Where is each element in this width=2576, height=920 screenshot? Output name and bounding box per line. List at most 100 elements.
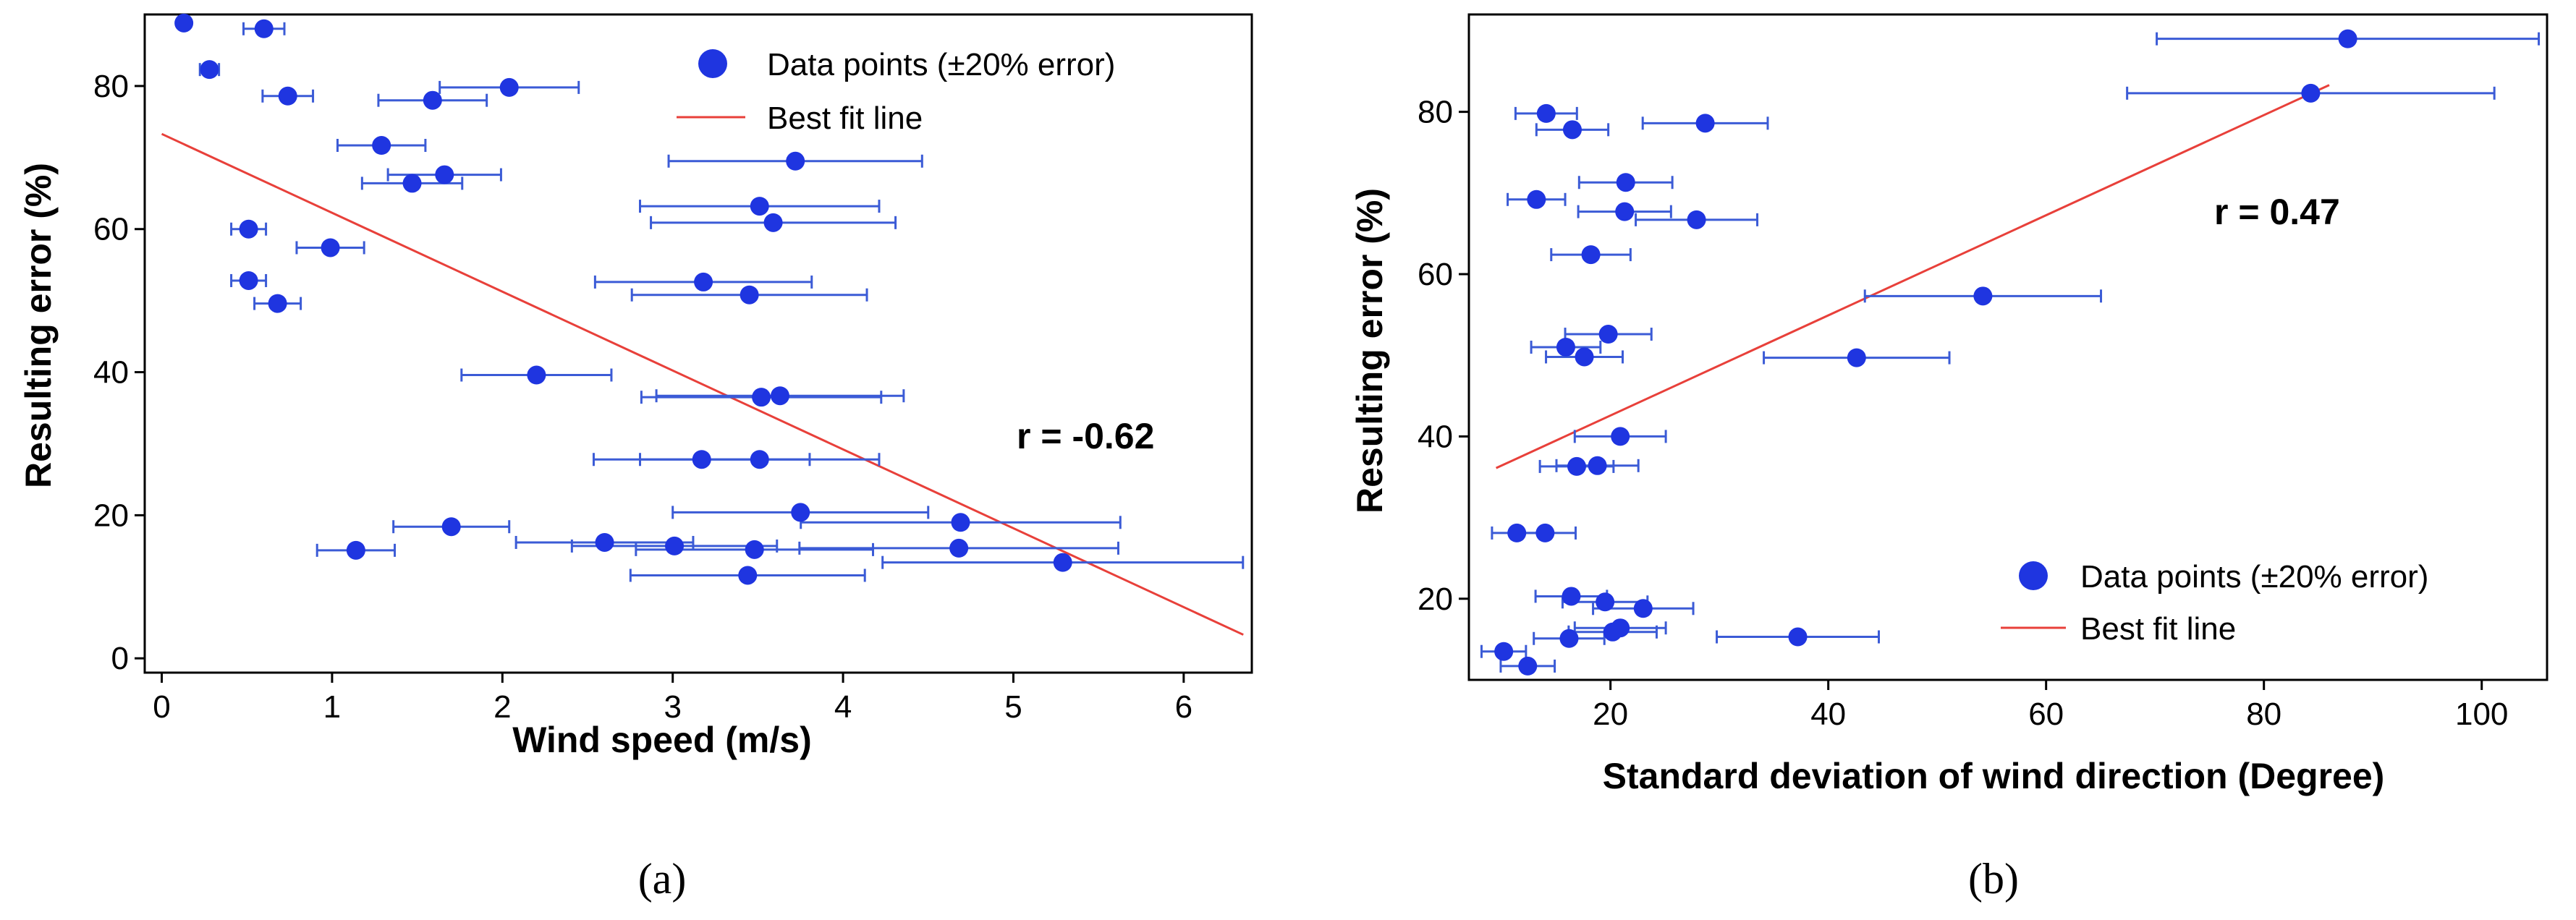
data-point [949,538,969,558]
data-point [254,19,274,38]
y-tick-label: 0 [111,641,129,676]
data-point [1527,189,1546,209]
data-point [665,536,685,555]
data-point [1588,456,1607,475]
data-point [1596,592,1615,612]
data-point [1567,456,1586,476]
data-point [1559,629,1579,648]
data-point [239,271,258,290]
legend-label-line-a: Best fit line [767,101,923,136]
data-point [1633,599,1653,618]
data-point [1616,173,1635,192]
y-tick-label: 60 [93,212,129,247]
data-point [745,540,764,559]
legend-marker-points-b [2019,561,2048,590]
x-axis-title-b: Standard deviation of wind direction (De… [1603,756,2385,796]
data-point [770,386,789,406]
chart-panel-a: 0 1 2 3 4 5 6 0 20 40 60 80 Wind speed (m/s) Resul… [18,13,1253,903]
data-point [499,77,519,97]
data-point [1611,427,1630,446]
data-point [1575,347,1594,367]
data-point [372,136,391,156]
x-axis-title-a: Wind speed (m/s) [512,720,811,760]
data-point [200,60,219,80]
data-point [595,532,614,552]
legend-label-line-b: Best fit line [2080,611,2236,647]
data-point [346,540,365,560]
data-point [402,174,422,193]
data-point [1556,338,1575,357]
data-point [2338,29,2357,48]
data-point [321,238,340,257]
data-point [278,86,297,106]
y-axis-title-a: Resulting error (%) [18,163,59,488]
best-fit-line [1495,84,2330,469]
scatter-chart-a: 0 1 2 3 4 5 6 0 20 40 60 80 Wind speed (m/s) Resul… [18,13,1253,903]
data-point [1562,120,1582,140]
data-point [694,272,713,291]
data-point [435,165,454,184]
x-tick-label: 5 [1004,689,1022,725]
x-tick-label: 60 [2028,697,2064,732]
legend-a: Data points (±20% error) Best fit line [677,47,1115,136]
plot-frame-b [1467,13,2549,681]
x-tick-label: 0 [153,689,170,725]
x-tick-label: 40 [1810,697,1846,732]
data-point [1053,553,1072,572]
data-point [1695,114,1715,133]
data-point [1562,587,1581,606]
data-point [692,450,711,469]
data-point [1973,286,1993,306]
data-point [752,388,771,407]
data-point [951,513,970,532]
x-tick-label: 80 [2246,697,2281,732]
data-point [1687,210,1706,229]
x-tick-label: 4 [834,689,852,725]
data-point [750,197,769,216]
y-tick-label: 60 [1418,257,1453,292]
data-point [1598,325,1618,344]
y-tick-label: 20 [93,498,129,533]
data-point [1847,348,1866,367]
data-point [791,503,810,522]
data-point [1615,202,1635,221]
data-point [441,517,461,537]
data-point [174,13,194,33]
y-tick-label: 80 [93,69,129,104]
legend-label-points-a: Data points (±20% error) [767,47,1115,82]
y-tick-label: 40 [1418,419,1453,454]
y-tick-label: 40 [93,355,129,391]
y-tick-label: 80 [1418,95,1453,130]
data-point [1507,523,1527,542]
chart-panel-b: 20 40 60 80 100 20 40 60 80 Standard deviation … [1288,0,2576,920]
data-point [786,151,805,171]
data-point [740,285,759,304]
correlation-annotation-a: r = -0.62 [1017,416,1154,456]
data-point [1536,103,1556,123]
data-point [738,566,758,585]
data-point [1494,642,1514,661]
x-tick-label: 3 [664,689,681,725]
correlation-annotation-b: r = 0.47 [2214,192,2340,232]
plot-frame-a [143,13,1253,674]
y-tick-label: 20 [1418,582,1453,617]
x-tick-label: 100 [2455,697,2508,732]
data-point [239,219,258,239]
x-tick-label: 2 [493,689,511,725]
scatter-chart-b: 20 40 60 80 100 20 40 60 80 Standard deviation … [1350,13,2549,903]
data-point [1518,656,1538,676]
x-tick-label: 20 [1593,697,1628,732]
legend-label-points-b: Data points (±20% error) [2080,559,2428,595]
data-point [1788,627,1808,647]
data-point [2301,83,2321,103]
data-point [750,450,769,469]
data-point [423,90,442,110]
data-point [527,365,546,385]
data-point [268,294,287,313]
data-point [763,213,783,232]
panel-caption-a: (a) [638,855,687,903]
legend-marker-points-a [698,49,727,78]
x-tick-label: 1 [323,689,341,725]
best-fit-line [161,132,1244,636]
data-point [1535,523,1555,542]
